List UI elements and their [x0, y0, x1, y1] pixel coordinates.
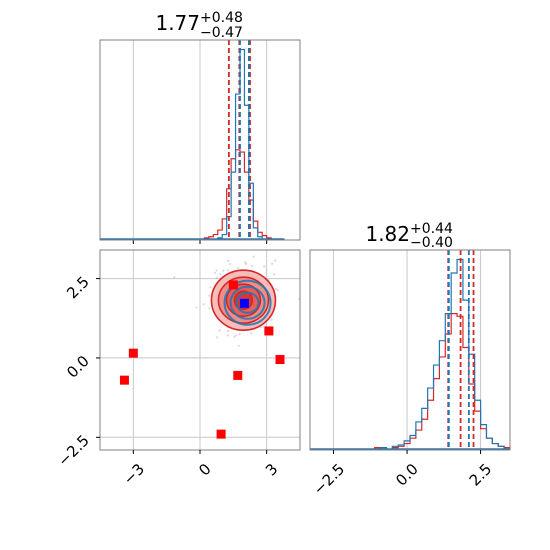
bottom-right-x-tick-label: 2.5	[466, 460, 496, 490]
sample-point	[252, 255, 255, 258]
bottom-right-histogram-blue	[310, 258, 510, 450]
sample-point	[215, 276, 218, 279]
panel-bottom-left-markers	[119, 280, 285, 439]
panel-bottom-right-title-minus: −0.40	[410, 235, 453, 251]
sample-point	[219, 272, 222, 276]
panel-top-left: 1.77 +0.48 −0.47	[99, 10, 301, 244]
sample-point	[244, 261, 247, 264]
sample-point	[250, 264, 254, 268]
bottom-right-x-tick-label: −2.5	[310, 460, 348, 498]
panel-bottom-left: −3 0 3 −2.5 0.0 2.5	[54, 249, 301, 488]
panel-top-left-title-main: 1.77	[155, 11, 200, 35]
red-square-marker	[216, 429, 226, 439]
sample-point	[213, 271, 217, 275]
red-square-marker	[264, 326, 274, 336]
top-left-histogram-blue	[100, 48, 285, 240]
bottom-left-x-tick-label: −3	[120, 460, 148, 488]
sample-point	[209, 286, 212, 289]
bottom-left-y-tick-label: 0.0	[63, 352, 93, 382]
sample-point	[233, 335, 236, 338]
bottom-left-x-tick-label: 0	[195, 460, 214, 479]
sample-point	[237, 267, 240, 270]
blue-contour	[235, 291, 260, 314]
panel-top-left-quantile-lines	[227, 40, 251, 240]
panel-top-left-title-minus: −0.47	[200, 25, 243, 41]
bottom-left-x-tick-label: 3	[262, 460, 281, 479]
sample-point	[202, 303, 205, 306]
bottom-right-x-tick-label: 0.0	[392, 460, 422, 490]
panel-top-left-frame	[99, 39, 301, 241]
panel-bottom-right-frame	[309, 249, 511, 451]
panel-top-left-grid	[132, 40, 268, 244]
sample-point	[227, 259, 230, 263]
red-square-marker	[228, 280, 238, 290]
blue-contour	[223, 279, 272, 326]
sample-point	[238, 332, 241, 335]
blue-square-marker	[239, 298, 249, 308]
sample-point	[208, 307, 211, 310]
panel-bottom-right-title-main: 1.82	[365, 222, 410, 246]
panel-bottom-right-quantile-lines	[447, 250, 475, 450]
sample-point	[215, 269, 218, 272]
sample-point	[195, 306, 198, 309]
blue-contour	[229, 285, 266, 320]
sample-point	[263, 265, 266, 268]
red-square-marker	[275, 355, 285, 365]
sample-point	[226, 269, 229, 272]
sample-point	[274, 287, 278, 291]
sample-point	[271, 262, 274, 265]
red-square-marker	[119, 375, 129, 385]
sample-point	[226, 334, 229, 337]
sample-point	[273, 259, 277, 262]
sample-point	[250, 331, 253, 335]
panel-top-left-title-plus: +0.48	[200, 10, 243, 26]
sample-point	[229, 262, 232, 266]
sample-point	[226, 329, 230, 333]
bottom-left-y-tick-label: 2.5	[63, 273, 93, 303]
sample-point	[270, 318, 273, 321]
sample-point	[173, 276, 176, 279]
sample-point	[276, 289, 279, 292]
red-square-marker	[233, 370, 243, 380]
red-square-marker	[128, 348, 138, 358]
sample-point	[222, 269, 225, 272]
panel-bottom-left-blue-contours	[223, 279, 272, 326]
bottom-left-y-tick-label: −2.5	[54, 431, 92, 469]
panel-bottom-right-background	[310, 250, 510, 450]
sample-point	[218, 329, 221, 332]
panel-bottom-right: −2.5 0.0 2.5 1.82 +0.44 −0.40	[309, 221, 511, 499]
panel-bottom-right-title-plus: +0.44	[410, 221, 453, 237]
panel-bottom-right-ticks: −2.5 0.0 2.5	[310, 450, 496, 499]
panel-bottom-right-histograms	[310, 258, 511, 450]
sample-point	[216, 336, 219, 339]
sample-point	[237, 344, 240, 347]
sample-point	[272, 273, 276, 276]
sample-point	[235, 334, 238, 337]
sample-point	[262, 325, 265, 329]
sample-point	[208, 294, 211, 297]
